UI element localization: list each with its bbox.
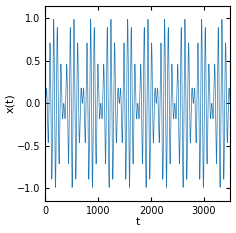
X-axis label: t: t: [136, 217, 140, 227]
Y-axis label: x(t): x(t): [6, 93, 16, 113]
